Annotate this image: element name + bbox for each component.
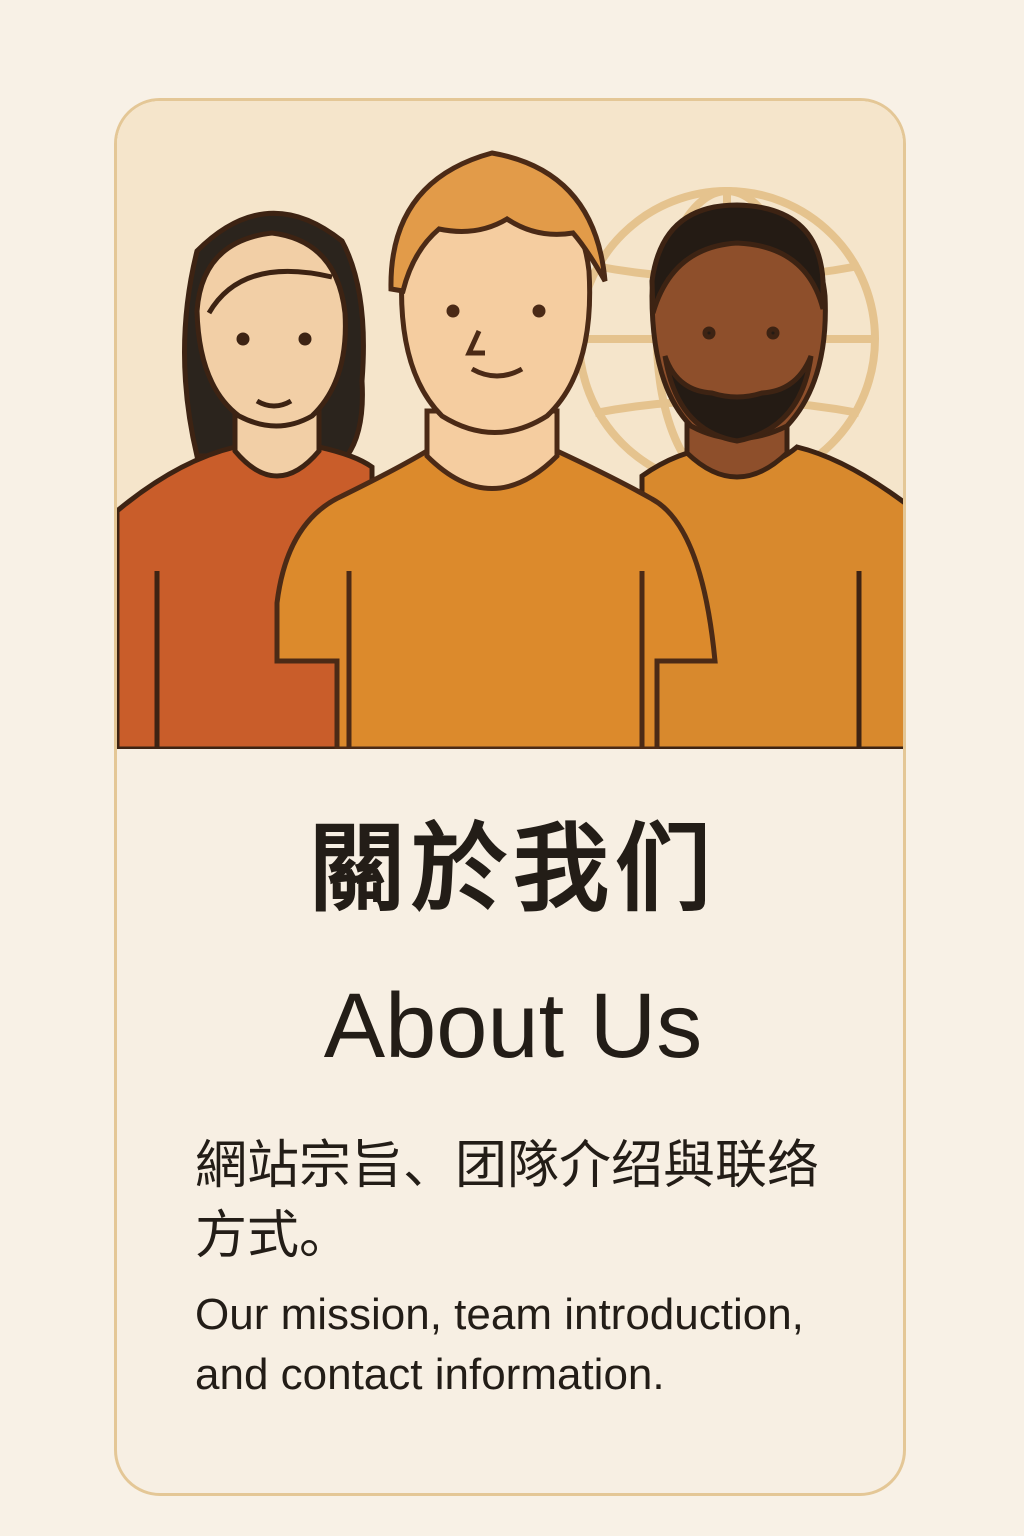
- team-illustration: [117, 101, 903, 749]
- hero-illustration: [117, 101, 903, 749]
- person-center-icon: [274, 150, 718, 749]
- description-en: Our mission, team introduction, and cont…: [195, 1290, 804, 1399]
- page-title-en: About Us: [323, 975, 703, 1077]
- about-us-card[interactable]: 關於我们 About Us 網站宗旨、团隊介绍與联络方式。 Our missio…: [114, 98, 906, 1496]
- description-zh: 網站宗旨、团隊介绍與联络方式。: [195, 1136, 820, 1266]
- text-content: 關於我们 About Us 網站宗旨、团隊介绍與联络方式。 Our missio…: [117, 749, 903, 1493]
- page-title-zh: 關於我们: [309, 813, 717, 925]
- person-right-icon: [639, 202, 903, 749]
